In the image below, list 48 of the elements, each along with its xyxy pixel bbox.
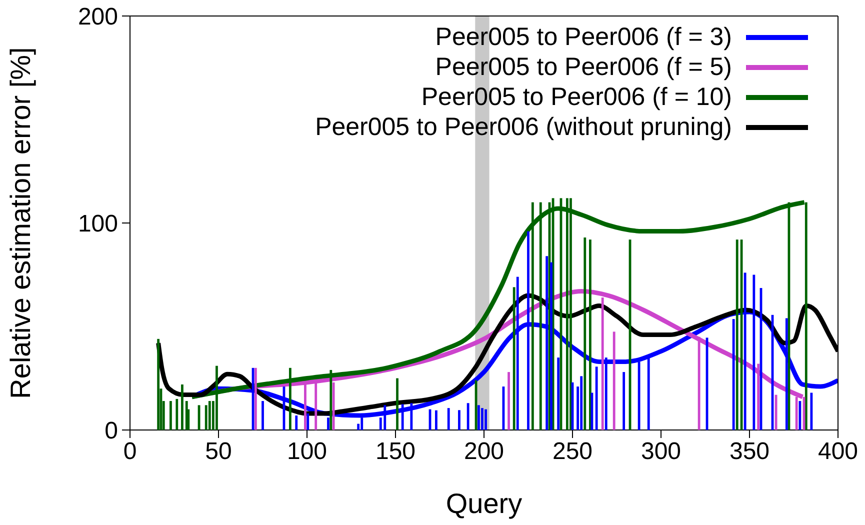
bar (732, 319, 735, 430)
legend-label: Peer005 to Peer006 (f = 3) (435, 22, 732, 52)
bar (589, 240, 592, 430)
bar (208, 401, 211, 430)
bar (484, 409, 487, 430)
bar (306, 413, 310, 430)
bar (580, 376, 583, 430)
bar (481, 408, 484, 430)
bar (435, 410, 438, 430)
bar (262, 401, 264, 430)
legend-label: Peer005 to Peer006 (f = 5) (435, 52, 732, 82)
y-axis-title: Relative estimation error [%] (4, 47, 36, 399)
x-tick-label: 0 (123, 438, 137, 466)
bar (170, 401, 172, 430)
y-tick-label: 0 (104, 418, 118, 445)
bar (595, 366, 598, 430)
bar (204, 405, 208, 430)
bar (798, 401, 802, 430)
bar (736, 240, 738, 430)
bar (295, 416, 298, 430)
x-tick-label: 300 (640, 438, 682, 466)
bar (557, 358, 560, 430)
y-tick-label: 200 (78, 4, 118, 31)
bar (622, 372, 626, 430)
legend-label: Peer005 to Peer006 (without pruning) (315, 112, 732, 142)
x-axis-title: Query (446, 488, 522, 519)
bar (176, 398, 178, 430)
x-tick-label: 100 (286, 438, 328, 466)
bar (584, 237, 586, 430)
bar (512, 287, 516, 430)
x-tick-label: 350 (729, 438, 770, 466)
bar (774, 394, 778, 430)
bar (508, 372, 510, 430)
bar (458, 410, 460, 430)
bar (447, 408, 450, 430)
x-tick-label: 400 (818, 438, 858, 466)
x-tick-label: 50 (205, 438, 232, 466)
x-tick-label: 250 (552, 438, 593, 466)
bar (181, 384, 184, 430)
bar (477, 405, 480, 430)
x-tick-label: 200 (464, 438, 504, 466)
legend-label: Peer005 to Peer006 (f = 10) (421, 82, 732, 112)
y-tick-label: 100 (78, 210, 118, 238)
bar (466, 403, 470, 430)
bar (157, 338, 160, 430)
bar (396, 378, 398, 430)
bar (612, 332, 616, 430)
x-tick-label: 150 (375, 438, 416, 466)
